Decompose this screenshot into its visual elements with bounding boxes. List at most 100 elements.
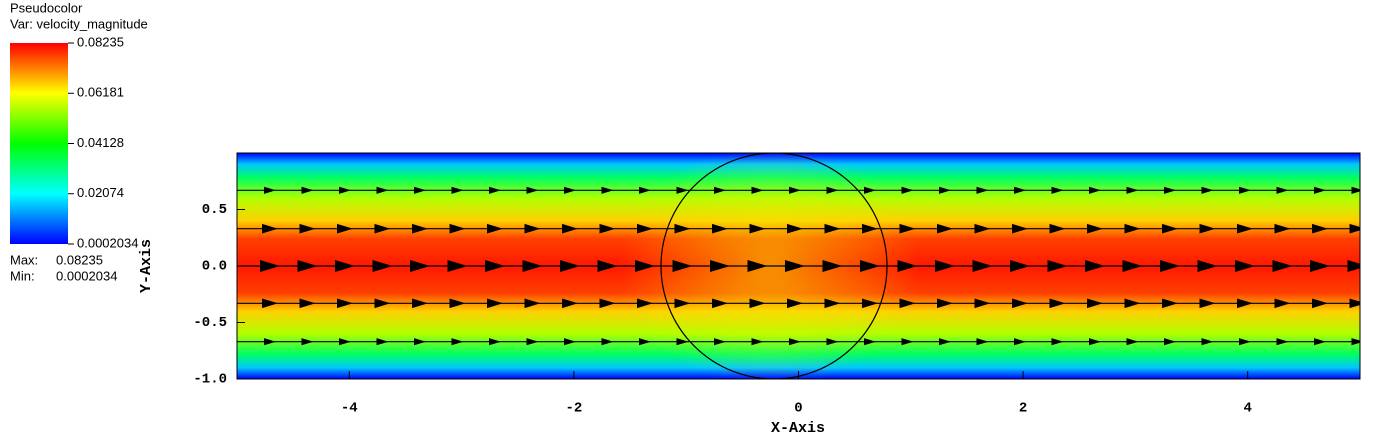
- stream-arrow: [262, 223, 278, 234]
- stream-arrow: [789, 186, 801, 194]
- stream-arrow: [1239, 186, 1251, 194]
- stream-arrow: [674, 298, 691, 309]
- stream-arrow: [412, 298, 428, 309]
- stream-arrow: [489, 186, 501, 194]
- stream-arrow: [1089, 338, 1101, 346]
- stream-arrow: [1312, 298, 1328, 309]
- stream-arrow: [522, 260, 543, 272]
- stream-arrow: [1124, 298, 1141, 309]
- stream-arrow: [860, 260, 880, 272]
- stream-arrow: [1051, 338, 1064, 346]
- stream-arrow: [1347, 260, 1360, 272]
- stream-arrow: [601, 186, 614, 194]
- stream-arrow: [376, 186, 389, 194]
- stream-arrow: [339, 338, 351, 346]
- stream-arrow: [1164, 186, 1176, 194]
- x-tick-label: -4: [341, 401, 358, 417]
- streamlines: [237, 186, 1360, 346]
- stream-arrow: [862, 298, 878, 309]
- stream-arrow: [789, 338, 801, 346]
- stream-arrow: [1085, 260, 1105, 272]
- stream-arrow: [297, 260, 318, 272]
- max-value: 0.08235: [56, 252, 103, 267]
- stream-arrow: [712, 223, 728, 234]
- stream-arrow: [674, 223, 691, 234]
- stream-arrow: [1237, 298, 1253, 309]
- stream-arrow: [976, 338, 989, 346]
- stream-arrow: [1164, 338, 1176, 346]
- stream-arrow: [451, 186, 464, 194]
- stream-arrow: [1201, 338, 1214, 346]
- stream-arrow: [376, 338, 389, 346]
- stream-arrow: [372, 260, 393, 272]
- stream-arrow: [976, 186, 989, 194]
- stream-arrow: [414, 338, 426, 346]
- stream-arrow: [1124, 223, 1141, 234]
- stream-arrow: [562, 223, 578, 234]
- stream-arrow: [1237, 223, 1253, 234]
- stream-arrow: [1239, 338, 1251, 346]
- stream-arrow: [937, 223, 953, 234]
- stream-arrow: [1010, 260, 1030, 272]
- stream-arrow: [1274, 298, 1291, 309]
- plot-name: Pseudocolor: [10, 0, 83, 15]
- stream-arrow: [1314, 338, 1326, 346]
- stream-arrow: [264, 338, 276, 346]
- stream-arrow: [524, 223, 541, 234]
- stream-arrow: [449, 223, 466, 234]
- stream-arrow: [1087, 223, 1103, 234]
- stream-arrow: [939, 186, 951, 194]
- stream-arrow: [524, 298, 541, 309]
- stream-arrow: [826, 338, 839, 346]
- stream-arrow: [335, 260, 355, 272]
- stream-arrow: [1014, 186, 1026, 194]
- variable-label: Var: velocity_magnitude: [10, 16, 148, 31]
- stream-arrow: [787, 223, 803, 234]
- stream-arrow: [1235, 260, 1255, 272]
- x-tick-label: 0: [794, 401, 802, 417]
- stream-arrow: [1126, 338, 1139, 346]
- stream-arrow: [449, 298, 466, 309]
- stream-arrow: [337, 298, 353, 309]
- stream-arrow: [749, 298, 766, 309]
- stream-arrow: [714, 338, 726, 346]
- colorbar: [10, 43, 68, 244]
- stream-arrow: [264, 186, 276, 194]
- colorbar-tick-label: 0.0002034: [77, 235, 138, 250]
- field: [237, 153, 1360, 379]
- min-label: Min:: [10, 268, 35, 283]
- stream-arrow: [485, 260, 505, 272]
- stream-arrow: [712, 298, 728, 309]
- stream-arrow: [1014, 338, 1026, 346]
- stream-arrow: [487, 298, 503, 309]
- colorbar-tick-label: 0.08235: [77, 34, 124, 49]
- stream-arrow: [1199, 298, 1216, 309]
- stream-arrow: [1272, 260, 1293, 272]
- stream-arrow: [824, 223, 841, 234]
- colorbar-tick-label: 0.02074: [77, 185, 124, 200]
- stream-arrow: [262, 298, 278, 309]
- stream-arrow: [599, 223, 616, 234]
- stream-arrow: [751, 186, 764, 194]
- stream-arrow: [339, 186, 351, 194]
- stream-arrow: [526, 186, 539, 194]
- stream-arrow: [301, 338, 314, 346]
- stream-arrow: [1047, 260, 1068, 272]
- stream-arrow: [562, 298, 578, 309]
- stream-arrow: [637, 298, 653, 309]
- stream-arrow: [1089, 186, 1101, 194]
- stream-arrow: [787, 298, 803, 309]
- stream-arrow: [301, 186, 314, 194]
- stream-arrow: [937, 298, 953, 309]
- stream-arrow: [1351, 338, 1360, 346]
- stream-arrow: [901, 338, 914, 346]
- stream-arrow: [1276, 338, 1289, 346]
- stream-arrow: [451, 338, 464, 346]
- stream-arrow: [785, 260, 805, 272]
- stream-arrow: [974, 298, 991, 309]
- stream-arrow: [864, 186, 876, 194]
- y-tick-label: -1.0: [193, 372, 227, 388]
- stream-arrow: [972, 260, 993, 272]
- stream-arrow: [487, 223, 503, 234]
